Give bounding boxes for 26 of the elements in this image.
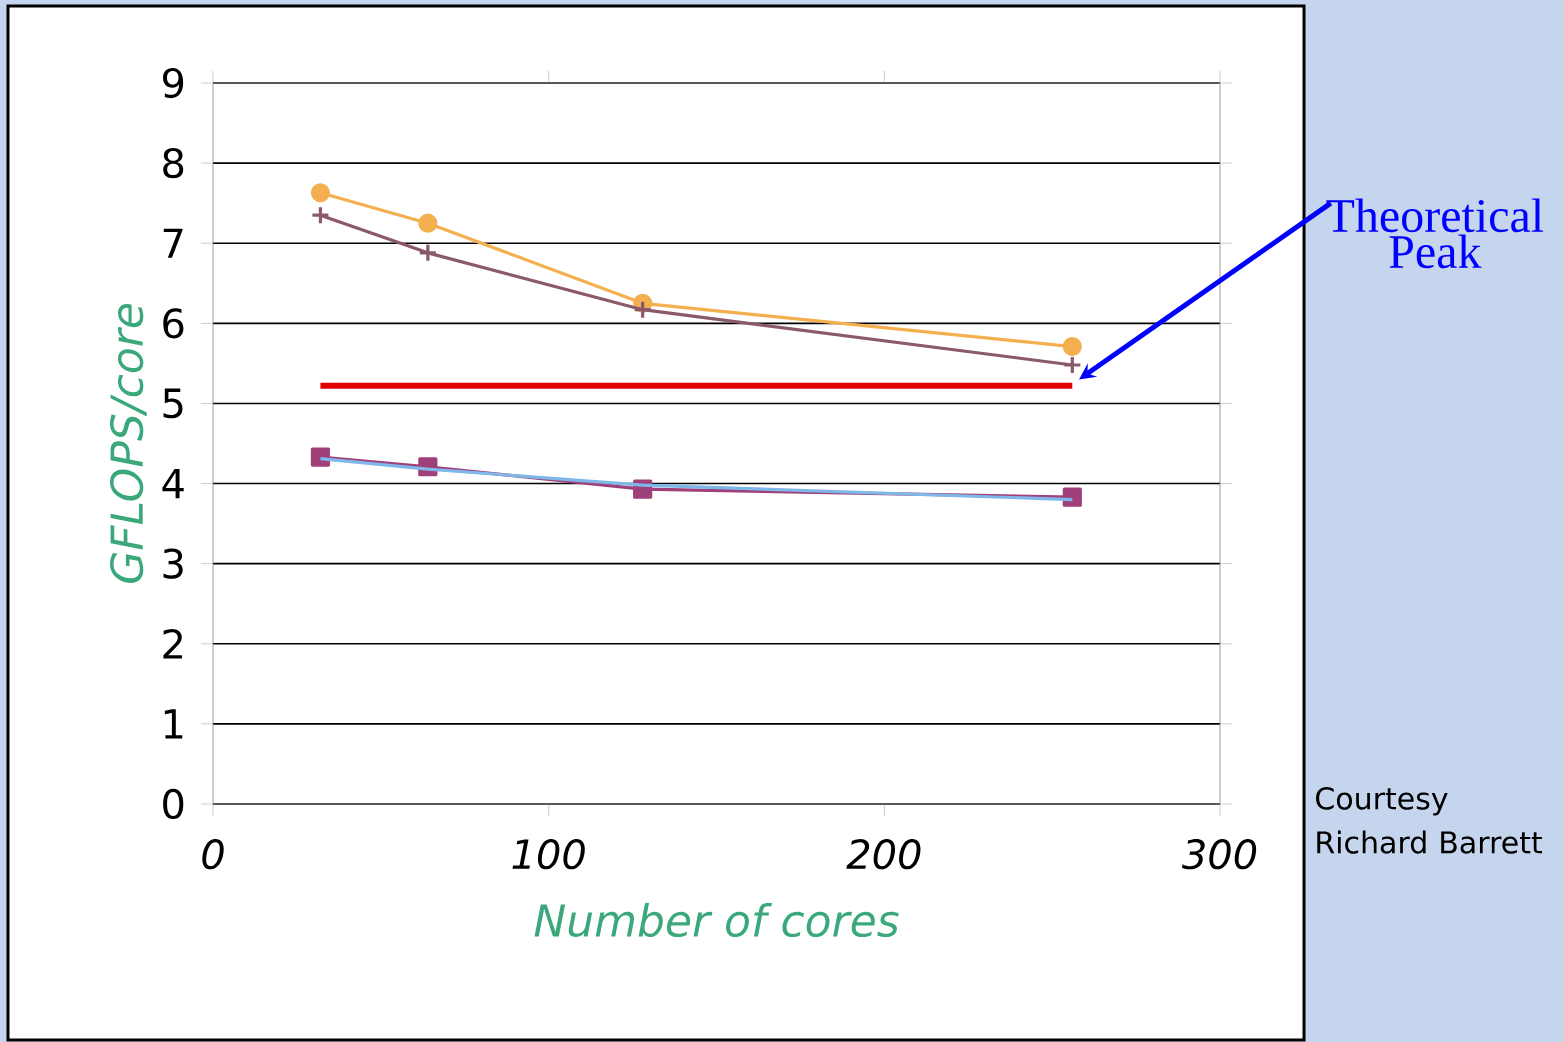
y-tick-label: 0 [163, 788, 184, 820]
point [1062, 355, 1082, 375]
y-tick-label: 7 [163, 228, 183, 258]
y-tick-label: 6 [163, 308, 184, 339]
point [1062, 336, 1082, 357]
x-tick-label: 100 [512, 839, 585, 870]
y-tick-label: 3 [163, 548, 183, 579]
x-tick-label: 300 [1181, 839, 1257, 870]
point [418, 213, 438, 233]
text: Courtesy Richard Barrett [1316, 787, 1543, 854]
y-tick-label: 4 [162, 468, 184, 499]
y-tick-label: 1 [164, 709, 183, 739]
point [310, 183, 331, 203]
y-tick-label: 5 [163, 388, 183, 419]
y-axis-title: GFLOPS/core [110, 304, 147, 583]
point [633, 300, 653, 320]
x-tick-label: 0 [202, 839, 224, 870]
y-tick-label: 8 [163, 148, 184, 179]
point [418, 243, 438, 263]
y-tick-label: 9 [163, 67, 184, 99]
point [310, 205, 331, 225]
y-tick-label: 2 [163, 628, 182, 659]
x-tick-label: 200 [846, 839, 921, 870]
text: Theoretical Peak [1326, 198, 1544, 269]
point [1062, 487, 1082, 507]
x-axis-title: Number of cores [534, 903, 899, 938]
